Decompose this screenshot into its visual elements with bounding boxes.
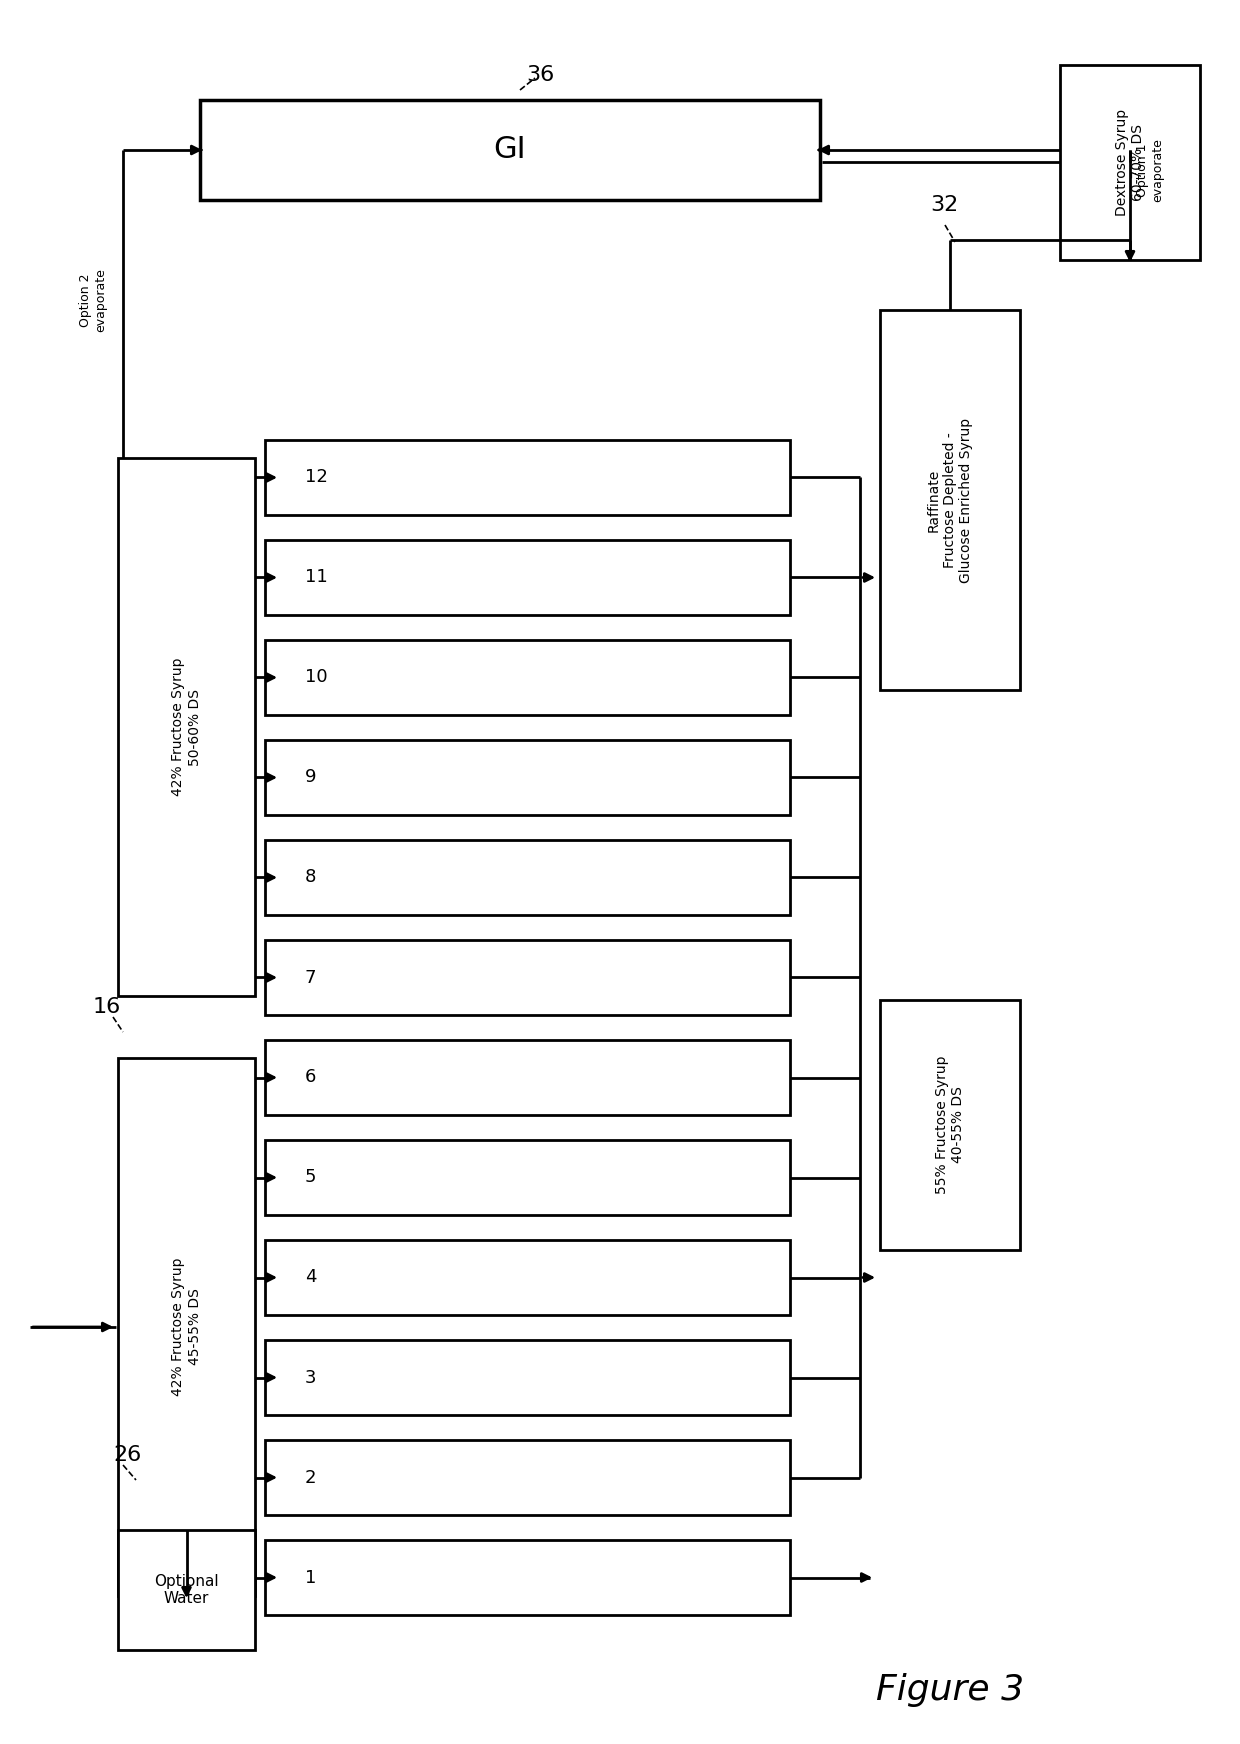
Bar	[1060, 65, 1200, 260]
Bar	[265, 1141, 790, 1216]
Text: 42% Fructose Syrup
45-55% DS: 42% Fructose Syrup 45-55% DS	[171, 1257, 202, 1397]
Text: GI: GI	[494, 136, 526, 164]
Text: 16: 16	[93, 998, 122, 1017]
Text: 32: 32	[930, 195, 959, 215]
Bar	[118, 459, 255, 996]
Bar	[265, 739, 790, 814]
Text: 8: 8	[305, 869, 316, 886]
Text: 6: 6	[305, 1069, 316, 1087]
Text: 1: 1	[305, 1568, 316, 1587]
Bar	[265, 541, 790, 616]
Text: 10: 10	[305, 668, 327, 687]
Bar	[265, 841, 790, 916]
Text: 42% Fructose Syrup
50-60% DS: 42% Fructose Syrup 50-60% DS	[171, 657, 202, 797]
Bar	[200, 99, 820, 201]
Text: 36: 36	[526, 65, 554, 85]
Text: 12: 12	[305, 469, 327, 487]
Text: 55% Fructose Syrup
40-55% DS: 55% Fructose Syrup 40-55% DS	[935, 1055, 965, 1195]
Bar	[265, 1339, 790, 1414]
Text: Option 1
evaporate: Option 1 evaporate	[1136, 138, 1164, 202]
Text: 3: 3	[305, 1369, 316, 1386]
Bar	[265, 1240, 790, 1315]
Text: 4: 4	[305, 1268, 316, 1287]
Text: Figure 3: Figure 3	[875, 1672, 1024, 1707]
Text: 11: 11	[305, 569, 327, 586]
Bar	[880, 310, 1021, 691]
Bar	[265, 640, 790, 715]
Text: 5: 5	[305, 1168, 316, 1186]
Text: Raffinate
Fructose Depleted -
Glucose Enriched Syrup: Raffinate Fructose Depleted - Glucose En…	[926, 417, 973, 582]
Text: Dextrose Syrup
60-70% DS: Dextrose Syrup 60-70% DS	[1115, 108, 1145, 216]
Bar	[880, 999, 1021, 1250]
Text: 9: 9	[305, 769, 316, 787]
Text: Option 2
evaporate: Option 2 evaporate	[79, 269, 107, 331]
Bar	[265, 1441, 790, 1516]
Bar	[265, 940, 790, 1015]
Text: 2: 2	[305, 1468, 316, 1486]
Bar	[118, 1059, 255, 1596]
Bar	[265, 439, 790, 514]
Text: 26: 26	[113, 1446, 141, 1465]
Bar	[265, 1540, 790, 1615]
Bar	[265, 1039, 790, 1114]
Text: Optional
Water: Optional Water	[154, 1573, 218, 1606]
Text: 7: 7	[305, 968, 316, 987]
Bar	[118, 1529, 255, 1650]
